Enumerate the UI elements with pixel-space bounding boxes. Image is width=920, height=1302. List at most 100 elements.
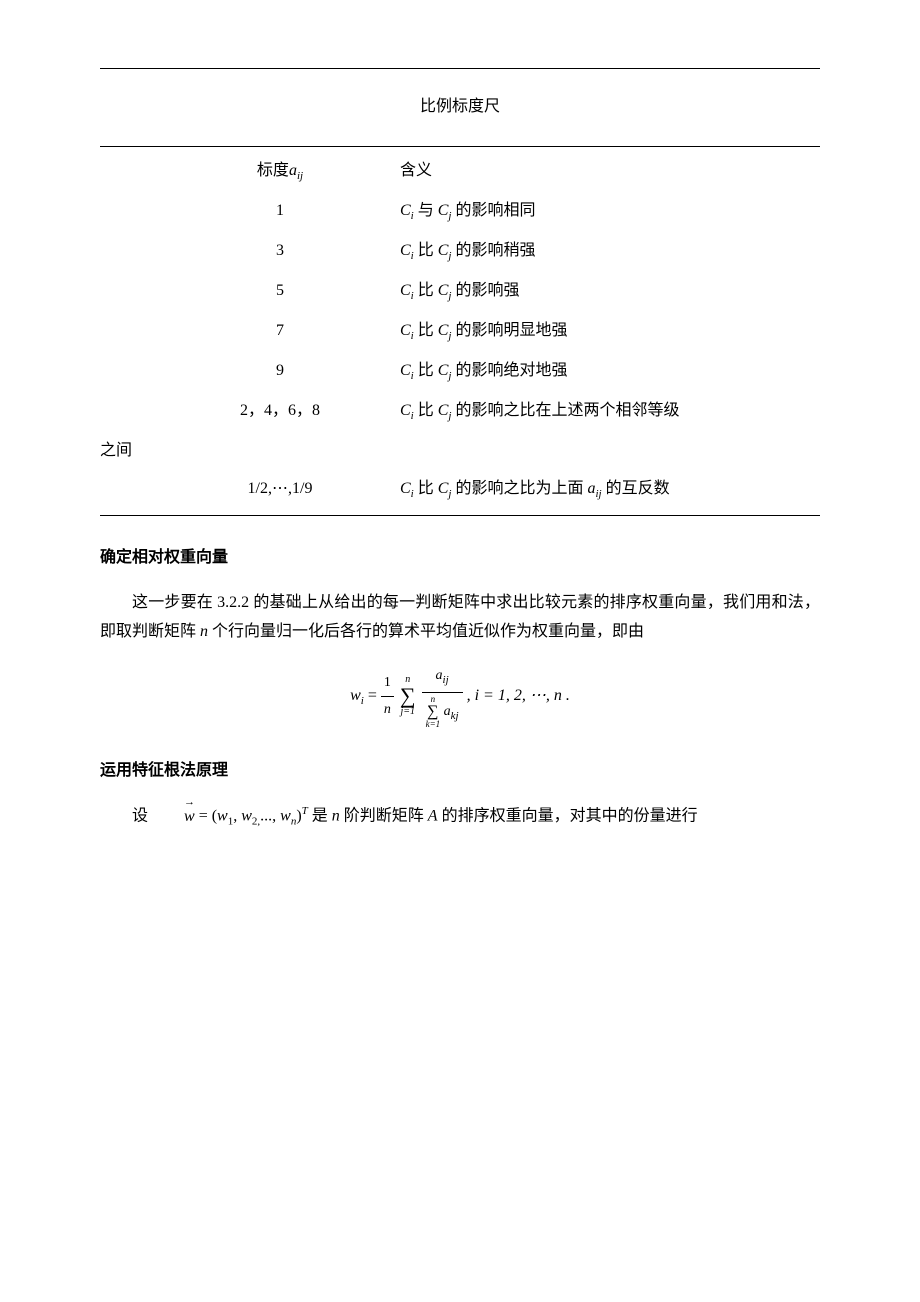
s2-w1: w [217,808,228,825]
ci-var: C [400,402,411,419]
suffix-text: 的影响强 [451,282,519,299]
cj-var: C [438,402,449,419]
table-header-row: 标度aij 含义 [100,157,820,187]
f-w-sub: i [361,695,364,707]
s2-n: n [332,808,340,825]
cj-var: C [438,202,449,219]
s1-n-var: n [200,623,208,640]
f-nested-frac: aij n ∑ k=1 akj [422,663,463,730]
f-outer-sum: n ∑ j=1 [400,675,416,717]
meaning-last: Ci 比 Cj 的影响之比为上面 aij 的互反数 [400,475,820,505]
s2-b: 是 [308,808,332,825]
section2-para: 设 w = (w1, w2,..., wn)T 是 n 阶判断矩阵 A 的排序权… [100,802,820,832]
f-tail: , i = 1, 2, ⋯, n . [467,687,570,704]
section1-para: 这一步要在 3.2.2 的基础上从给出的每一判断矩阵中求出比较元素的排序权重向量… [100,589,820,647]
s2-w2: w [241,808,252,825]
mid-text: 比 [414,402,438,419]
suffix-text: 的影响相同 [451,202,535,219]
scale-last: 1/2,⋯,1/9 [100,475,400,504]
s2-w-vec: w [152,803,195,832]
f-w: w [350,687,361,704]
suffix-text: 的影响之比在上述两个相邻等级 [451,402,679,419]
suffix-text: 的影响明显地强 [451,322,567,339]
suffix-b-last: 的互反数 [602,480,670,497]
s2-dots: ..., [260,808,280,825]
suffix-text: 的影响绝对地强 [451,362,567,379]
section2-heading: 运用特征根法原理 [100,757,820,786]
a-var-last: a [588,480,596,497]
ci-var: C [400,282,411,299]
rule-under-table [100,515,820,516]
ci-last: C [400,480,411,497]
s2-wn: w [280,808,291,825]
scale-cell: 9 [100,357,400,386]
table-row: 1Ci 与 Cj 的影响相同 [100,197,820,227]
s1-text-b: 个行向量归一化后各行的算术平均值近似作为权重向量，即由 [208,623,644,640]
f-den: n ∑ k=1 akj [422,693,463,729]
section1-heading: 确定相对权重向量 [100,544,820,573]
f-a-num: a [436,668,443,683]
scale-cell: 7 [100,317,400,346]
s2-c: 阶判断矩阵 [340,808,428,825]
rule-under-title [100,146,820,147]
f-sigma-small: ∑ [426,704,441,720]
scale-cell: 3 [100,237,400,266]
cj-var: C [438,242,449,259]
mid-text: 比 [414,282,438,299]
scale-cell: 2，4，6，8 [100,397,400,426]
s2-d: 的排序权重向量，对其中的份量进行 [438,808,698,825]
weight-formula: wi = 1 n n ∑ j=1 aij n ∑ k=1 akj , i = 1… [100,663,820,730]
table-title: 比例标度尺 [100,93,820,122]
header-left: 标度aij [100,157,400,187]
wrap-suffix-row: 之间 [100,437,820,466]
f-a-den-sub: kj [451,710,459,722]
cj-var: C [438,322,449,339]
cj-var: C [438,282,449,299]
table-row-last: 1/2,⋯,1/9 Ci 比 Cj 的影响之比为上面 aij 的互反数 [100,475,820,505]
header-a-var: a [289,162,297,179]
f-one: 1 [381,670,394,696]
f-a-den: a [444,705,451,720]
s2-eq: = ( [195,808,217,825]
table-row: 7Ci 比 Cj 的影响明显地强 [100,317,820,347]
ci-var: C [400,322,411,339]
header-a-sub: ij [297,170,303,182]
rule-top [100,68,820,69]
f-sigma: ∑ [400,685,416,707]
mid-text: 比 [414,362,438,379]
s2-A: A [428,808,438,825]
cj-last: C [438,480,449,497]
f-n: n [381,697,394,722]
ci-var: C [400,242,411,259]
scale-cell: 5 [100,277,400,306]
s2-a: 设 [132,808,152,825]
mid-text: 比 [414,322,438,339]
f-eq: = [368,687,381,704]
suffix-a-last: 的影响之比为上面 [451,480,587,497]
meaning-cell: Ci 比 Cj 的影响绝对地强 [400,357,820,387]
mid-text: 与 [414,202,438,219]
table-row: 2，4，6，8Ci 比 Cj 的影响之比在上述两个相邻等级 [100,397,820,427]
table-row: 9Ci 比 Cj 的影响绝对地强 [100,357,820,387]
header-left-text: 标度 [257,162,289,179]
meaning-cell: Ci 比 Cj 的影响强 [400,277,820,307]
table-row: 5Ci 比 Cj 的影响强 [100,277,820,307]
meaning-cell: Ci 比 Cj 的影响明显地强 [400,317,820,347]
cj-var: C [438,362,449,379]
ci-var: C [400,362,411,379]
meaning-cell: Ci 比 Cj 的影响稍强 [400,237,820,267]
ci-var: C [400,202,411,219]
f-inner-sum: n ∑ k=1 [426,695,441,729]
f-den-bot: k=1 [426,720,441,729]
header-right: 含义 [400,157,820,186]
f-a-num-sub: ij [443,674,449,686]
suffix-text: 的影响稍强 [451,242,535,259]
table-row: 3Ci 比 Cj 的影响稍强 [100,237,820,267]
s2-w2-sub: 2, [252,816,260,828]
meaning-cell: Ci 比 Cj 的影响之比在上述两个相邻等级 [400,397,820,427]
scale-cell: 1 [100,197,400,226]
mid-last: 比 [414,480,438,497]
meaning-cell: Ci 与 Cj 的影响相同 [400,197,820,227]
f-sum-bot: j=1 [400,707,416,717]
mid-text: 比 [414,242,438,259]
